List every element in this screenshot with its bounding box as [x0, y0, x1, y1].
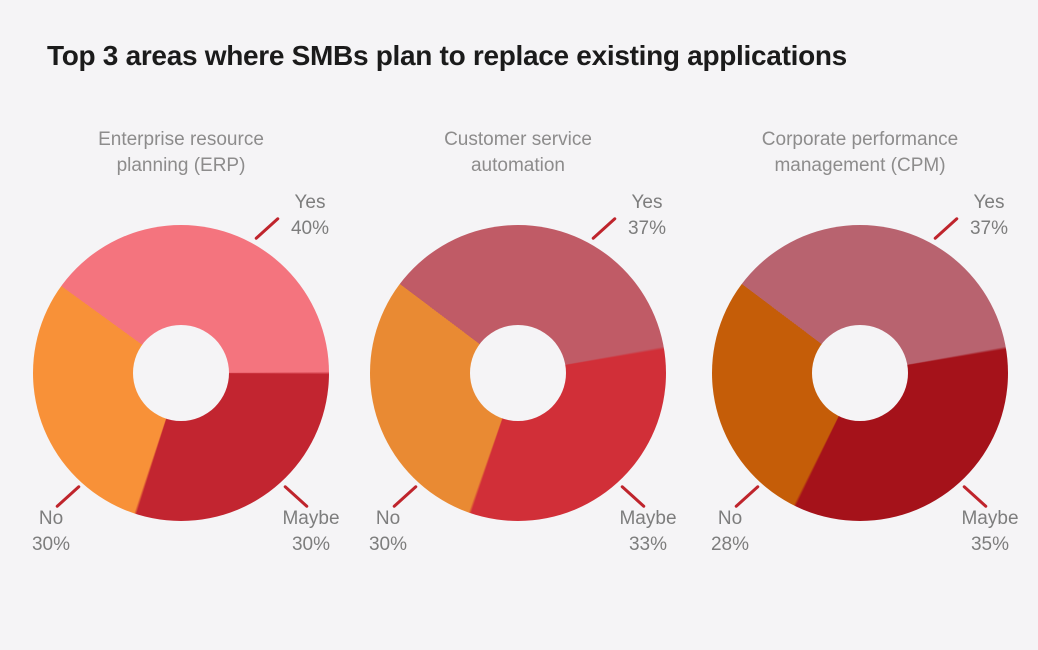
slice-label: Yes: [973, 192, 1005, 213]
callout-maybe: Maybe 35%: [961, 506, 1018, 558]
slice-label: Maybe: [282, 508, 340, 529]
slice-value: 30%: [31, 534, 71, 555]
slice-label: No: [38, 508, 64, 529]
leader-line-no: [392, 484, 418, 509]
slice-value: 37%: [627, 218, 667, 239]
callout-maybe: Maybe 33%: [619, 506, 676, 558]
callout-yes: Yes 40%: [291, 190, 329, 242]
chart-title-erp: Enterprise resource planning (ERP): [11, 127, 351, 179]
leader-line-yes: [591, 216, 617, 241]
chart-title-csa: Customer service automation: [348, 127, 688, 179]
donut-hole: [812, 325, 908, 421]
donut-chart-erp: Enterprise resource planning (ERP) Yes 4…: [11, 0, 351, 650]
slice-value: 30%: [368, 534, 408, 555]
leader-line-yes: [254, 216, 280, 241]
chart-title-line: planning (ERP): [116, 155, 246, 176]
slice-value: 40%: [290, 218, 330, 239]
callout-yes: Yes 37%: [628, 190, 666, 242]
slice-value: 37%: [969, 218, 1009, 239]
slice-label: Yes: [294, 192, 326, 213]
chart-title-cpm: Corporate performance management (CPM): [690, 127, 1030, 179]
chart-title-line: Customer service: [444, 129, 592, 150]
slice-value: 30%: [291, 534, 331, 555]
slice-value: 35%: [970, 534, 1010, 555]
chart-title-line: Corporate performance: [761, 129, 959, 150]
leader-line-maybe: [962, 484, 988, 509]
slice-label: Maybe: [619, 508, 677, 529]
callout-maybe: Maybe 30%: [282, 506, 339, 558]
slice-label: No: [375, 508, 401, 529]
slice-value: 33%: [628, 534, 668, 555]
donut-hole: [470, 325, 566, 421]
callout-no: No 30%: [32, 506, 70, 558]
leader-line-no: [55, 484, 81, 509]
leader-line-no: [734, 484, 760, 509]
slice-label: Yes: [631, 192, 663, 213]
chart-title-line: management (CPM): [774, 155, 946, 176]
leader-line-maybe: [283, 484, 309, 509]
page-title: Top 3 areas where SMBs plan to replace e…: [47, 40, 847, 71]
chart-title-line: Enterprise resource: [98, 129, 264, 150]
leader-line-maybe: [620, 484, 646, 509]
callout-no: No 30%: [369, 506, 407, 558]
slice-value: 28%: [710, 534, 750, 555]
slice-label: Maybe: [961, 508, 1019, 529]
chart-title-line: automation: [470, 155, 565, 176]
donut-hole: [133, 325, 229, 421]
leader-line-yes: [933, 216, 959, 241]
donut-chart-customer-service: Customer service automation Yes 37% No 3…: [348, 0, 688, 650]
callout-yes: Yes 37%: [970, 190, 1008, 242]
callout-no: No 28%: [711, 506, 749, 558]
slice-label: No: [717, 508, 743, 529]
donut-chart-cpm: Corporate performance management (CPM) Y…: [690, 0, 1030, 650]
